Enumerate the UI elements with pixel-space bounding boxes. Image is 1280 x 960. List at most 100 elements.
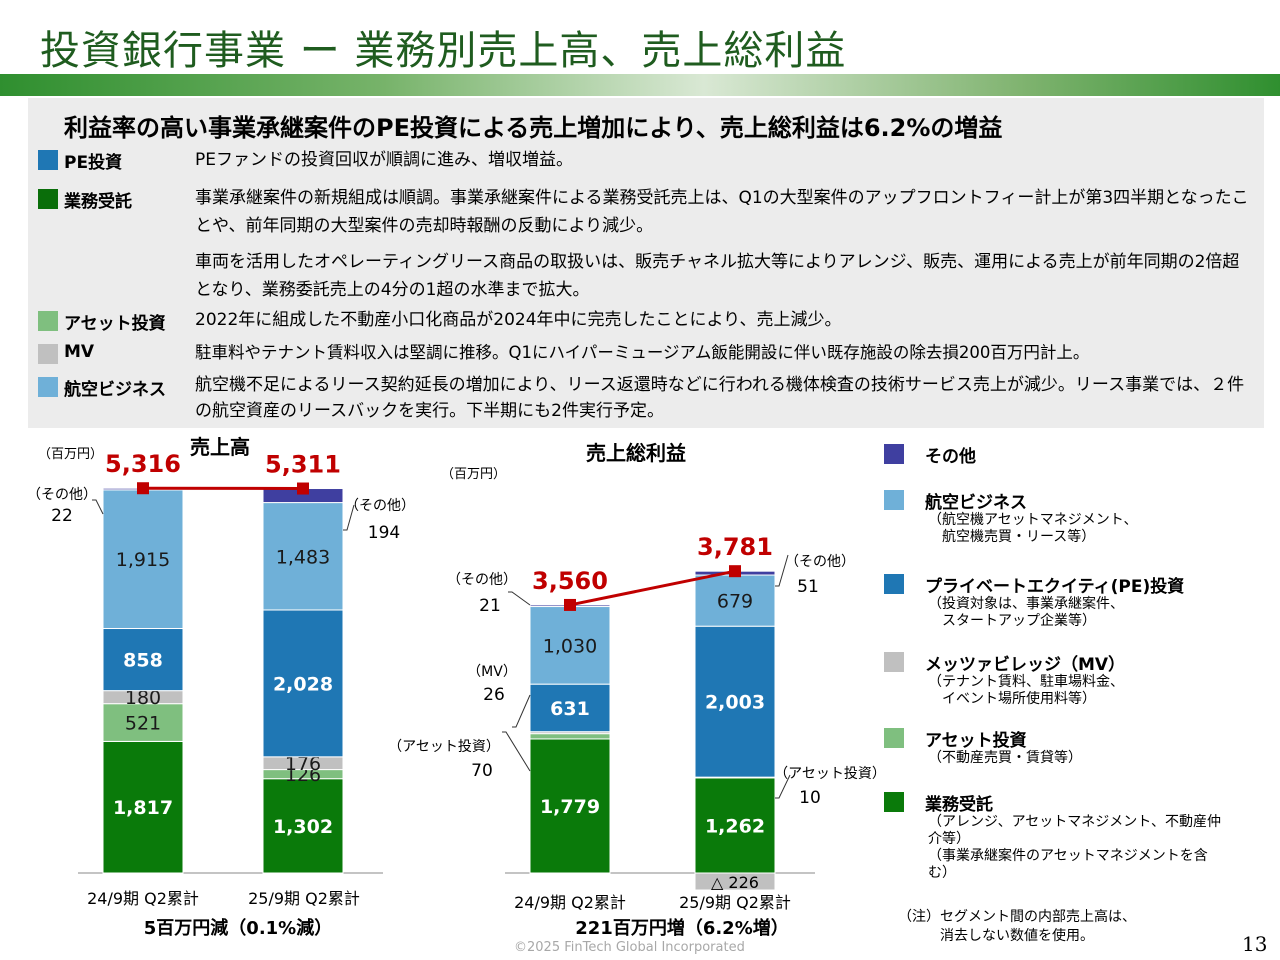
unit-label: （百万円） xyxy=(38,447,103,462)
total-label: 5,311 xyxy=(265,451,341,479)
callout-leader xyxy=(508,591,531,606)
legend-swatch xyxy=(884,728,904,748)
legend-swatch xyxy=(884,490,904,510)
summary-label-asset: アセット投資 xyxy=(64,314,166,334)
pe-color-square xyxy=(38,150,58,170)
callout-value: 51 xyxy=(797,577,819,597)
copyright: ©2025 FinTech Global Incorporated xyxy=(514,940,745,955)
callout-tag: （その他） xyxy=(27,487,97,503)
callout-leader xyxy=(775,554,789,587)
callout-value: 21 xyxy=(479,596,501,616)
total-marker xyxy=(564,598,576,611)
legend-name: 航空ビジネス xyxy=(925,493,1027,513)
segment-label: 180 xyxy=(125,687,161,709)
mv-color-square xyxy=(38,344,58,364)
bar-segment-4 xyxy=(262,502,344,611)
summary-label-mv: MV xyxy=(64,342,95,362)
callout-tag: （その他） xyxy=(785,554,855,570)
segment-label: 679 xyxy=(717,591,753,613)
segment-label: 1,030 xyxy=(543,635,597,657)
legend-note: （テナント賃料、駐車場料金、 イベント場所使用料等） xyxy=(928,674,1124,707)
footnote: （注）セグメント間の内部売上高は、 消去しない数値を使用。 xyxy=(898,909,1136,944)
segment-label: 1,779 xyxy=(540,796,600,818)
segment-label: 858 xyxy=(123,650,163,672)
segment-label: 1,262 xyxy=(705,815,765,837)
bar-segment-4 xyxy=(529,606,611,685)
legend-name: アセット投資 xyxy=(925,731,1027,751)
segment-label: 1,817 xyxy=(113,797,173,819)
callout-value: 70 xyxy=(471,761,493,781)
chart-title: 売上高 xyxy=(190,435,250,459)
category-label: 25/9期 Q2累計 xyxy=(679,893,791,912)
bar-segment-0 xyxy=(694,777,776,874)
page-title: 投資銀行事業 ー 業務別売上高、売上総利益 xyxy=(40,28,847,74)
summary-label-gyomu: 業務受託 xyxy=(64,192,132,212)
summary-text-asset: 2022年に組成した不動産小口化商品が2024年中に完売したことにより、売上減少… xyxy=(195,310,842,330)
callout-value: 26 xyxy=(483,685,505,705)
legend-name: メッツァビレッジ（MV） xyxy=(925,655,1126,675)
total-marker xyxy=(297,482,309,495)
callout-value: 194 xyxy=(368,523,400,543)
legend-swatch xyxy=(884,574,904,594)
segment-label: 521 xyxy=(125,713,161,735)
summary-label-pe: PE投資 xyxy=(64,153,123,173)
bar-segment-3 xyxy=(262,609,344,758)
negative-value-label: △ 226 xyxy=(711,873,759,892)
callout-leader xyxy=(502,731,531,772)
legend-swatch xyxy=(884,444,904,464)
callout-tag: （アセット投資） xyxy=(388,739,500,755)
aviation-color-square xyxy=(38,377,58,397)
bar-segment-3 xyxy=(694,625,776,778)
legend-name: 業務受託 xyxy=(925,795,993,815)
bar-segment-1 xyxy=(529,733,611,740)
summary-text-aviation: 航空機不足によるリース契約延長の増加により、リース返還時などに行われる機体検査の… xyxy=(195,375,1245,421)
callout-value: 22 xyxy=(51,506,73,526)
segment-label: 1,302 xyxy=(273,816,333,838)
category-label: 25/9期 Q2累計 xyxy=(248,889,360,908)
title-underline-bar xyxy=(0,74,1280,96)
total-line xyxy=(569,569,736,607)
gyomu-color-square xyxy=(38,189,58,209)
bar-segment-0 xyxy=(102,740,184,874)
legend-swatch xyxy=(884,792,904,812)
legend-swatch xyxy=(884,652,904,672)
summary-panel xyxy=(28,98,1264,428)
bar-segment-3 xyxy=(529,683,611,733)
legend-note: （投資対象は、事業承継案件、 スタートアップ企業等） xyxy=(928,596,1124,629)
category-label: 24/9期 Q2累計 xyxy=(514,893,626,912)
summary-label-aviation: 航空ビジネス xyxy=(64,380,166,400)
legend-name: プライベートエクイティ(PE)投資 xyxy=(925,577,1185,597)
chart-title: 売上総利益 xyxy=(586,441,686,465)
bar-segment-0 xyxy=(262,778,344,874)
callout-leader xyxy=(343,504,355,531)
callout-leader xyxy=(775,774,791,799)
legend-name: その他 xyxy=(925,447,976,467)
callout-tag: （アセット投資） xyxy=(774,766,886,782)
segment-label: 1,915 xyxy=(116,549,170,571)
total-label: 3,560 xyxy=(532,567,608,595)
total-label: 5,316 xyxy=(105,450,181,478)
legend-note: （不動産売買・賃貸等） xyxy=(928,750,1082,766)
total-marker xyxy=(729,565,741,578)
legend-note: （航空機アセットマネジメント、 航空機売買・リース等） xyxy=(928,512,1138,545)
legend-note: （アレンジ、アセットマネジメント、不動産仲介等） （事業承継案件のアセットマネジ… xyxy=(928,814,1222,881)
callout-tag: （その他） xyxy=(345,498,415,514)
callout-tag: （その他） xyxy=(447,572,517,588)
summary-text-pe: PEファンドの投資回収が順調に進み、増収増益。 xyxy=(195,150,573,170)
callout-leader xyxy=(512,694,531,728)
summary-text-lease: 車両を活用したオペレーティングリース商品の取扱いは、販売チャネル拡大等によりアレ… xyxy=(195,252,1240,300)
callout-leader xyxy=(92,499,104,515)
bar-segment-1 xyxy=(102,703,184,742)
chart-gross-profit: 売上総利益 （百万円） 1,779 631 1,030 24/9期 Q2累計 1,262 2,… xyxy=(388,441,886,939)
summary-text-mv: 駐車料やテナント賃料収入は堅調に推移。Q1にハイパーミュージアム飯能開設に伴い既… xyxy=(195,343,1090,362)
segment-label: 631 xyxy=(550,698,590,720)
chart-footer: 5百万円減（0.1%減） xyxy=(144,917,332,939)
asset-color-square xyxy=(38,311,58,331)
total-label: 3,781 xyxy=(697,533,773,561)
chart-sales: 売上高 （百万円） 1,817 521 180 858 1,915 24/9期 Q2累計 1,3… xyxy=(27,435,415,939)
total-marker xyxy=(137,482,149,495)
segment-label: 2,028 xyxy=(273,673,333,695)
summary-text-gyomu: 事業承継案件の新規組成は順調。事業承継案件による業務受託売上は、Q1の大型案件の… xyxy=(195,188,1249,236)
segment-label: 1,483 xyxy=(276,546,330,568)
